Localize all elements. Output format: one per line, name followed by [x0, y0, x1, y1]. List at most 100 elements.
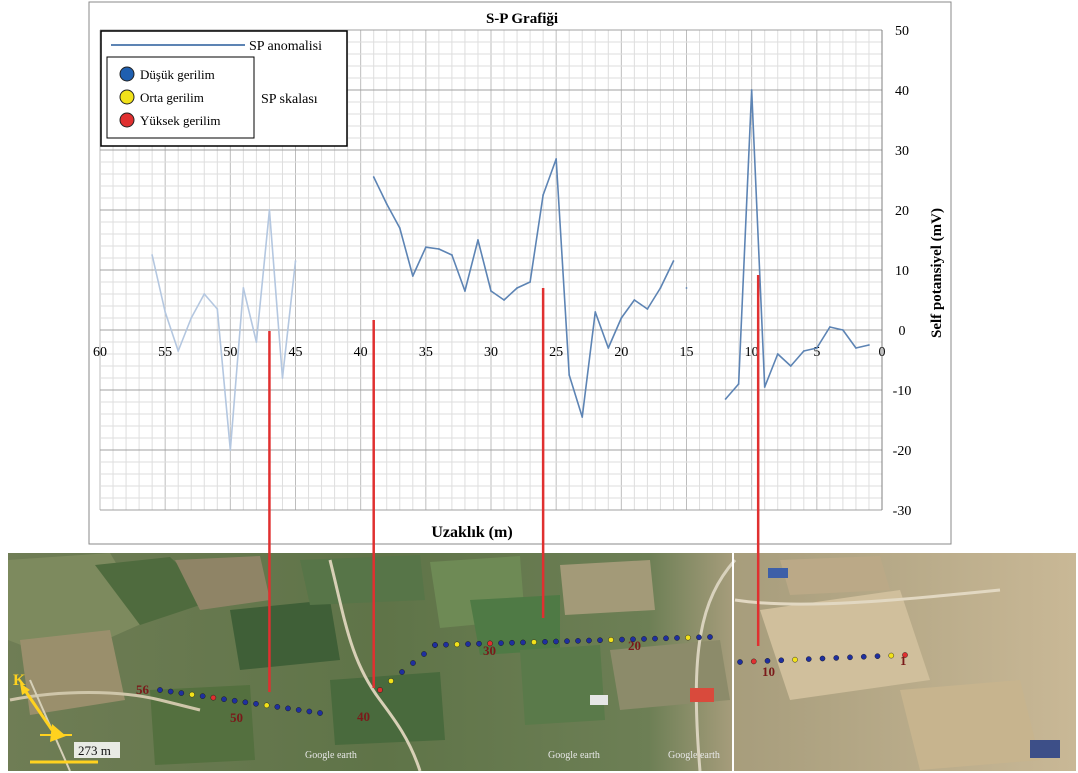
data-point: [555, 158, 558, 160]
map-building: [768, 568, 788, 578]
y-tick-label: 30: [895, 144, 909, 159]
legend-line-label: SP anomalisi: [249, 39, 322, 54]
map-field: [20, 630, 125, 715]
legend-label-low: Düşük gerilim: [140, 67, 215, 82]
data-point: [164, 311, 167, 313]
station-dot: [792, 656, 798, 663]
sp-series-line: [151, 209, 297, 451]
data-point: [542, 194, 545, 196]
legend: SP anomalisi Düşük gerilim Orta gerilim …: [100, 30, 348, 147]
legend-label-high: Yüksek gerilim: [140, 113, 221, 128]
station-dot: [874, 653, 881, 659]
station-dot: [685, 634, 691, 641]
station-dot: [707, 634, 713, 640]
x-tick-label: 20: [614, 345, 628, 360]
data-point: [737, 383, 740, 385]
x-tick-label: 5: [813, 345, 820, 360]
station-dot: [553, 638, 559, 645]
x-axis-label: Uzaklık (m): [431, 524, 512, 541]
x-tick-labels: 60 55 50 45 40 35 30 25 20 15 10 5 0: [93, 345, 886, 360]
x-tick-label: 10: [745, 345, 759, 360]
station-dot: [199, 693, 206, 699]
data-point: [411, 275, 414, 277]
station-dot: [509, 639, 515, 646]
data-point: [385, 203, 388, 205]
map-field: [175, 556, 270, 610]
data-point: [672, 260, 675, 262]
data-point: [802, 350, 805, 352]
station-dot: [263, 702, 270, 709]
station-dot: [619, 636, 625, 643]
x-tick-label: 30: [484, 345, 498, 360]
legend-dot-high: [119, 112, 135, 128]
y-tick-label: -20: [893, 444, 912, 459]
data-point: [190, 317, 193, 319]
data-point: [529, 281, 531, 283]
data-point: [503, 299, 505, 301]
station-dot: [737, 659, 743, 665]
station-dot: [819, 655, 826, 662]
station-label: 50: [230, 710, 243, 725]
station-label: 40: [357, 709, 370, 724]
data-point: [464, 290, 466, 292]
station-dot: [902, 652, 908, 658]
data-point: [828, 326, 831, 328]
map-field: [470, 595, 560, 655]
station-dot: [274, 704, 281, 710]
data-point: [490, 290, 492, 292]
station-dot: [750, 658, 757, 665]
map-field: [520, 645, 605, 725]
data-point: [581, 416, 584, 418]
station-label: 20: [628, 638, 641, 653]
station-dot: [432, 642, 438, 648]
map-field: [300, 555, 425, 605]
data-point: [620, 317, 623, 319]
y-tick-label: 20: [895, 204, 909, 219]
map-watermark: Google earth: [668, 750, 720, 761]
north-label: K: [13, 672, 26, 689]
data-point: [855, 347, 857, 349]
data-point: [229, 449, 232, 451]
chart-title: S-P Grafiği: [486, 11, 558, 27]
data-series: [151, 89, 870, 451]
satellite-map: [8, 553, 1076, 771]
map-scale-bar: 273 m: [30, 742, 120, 764]
map-building: [590, 695, 608, 705]
station-dot: [157, 687, 163, 693]
station-dot: [377, 687, 383, 693]
map-watermark: Google earth: [305, 750, 357, 761]
station-dot: [167, 688, 174, 695]
data-point: [607, 347, 610, 349]
station-dot: [778, 657, 785, 664]
station-dot: [189, 691, 195, 698]
data-point: [437, 248, 440, 250]
station-dot: [242, 699, 249, 706]
station-dot: [597, 637, 603, 644]
legend-dot-low: [119, 66, 135, 82]
data-point: [242, 287, 245, 289]
sp-series-line: [724, 89, 870, 400]
station-dot: [663, 635, 669, 642]
station-dot: [564, 638, 570, 644]
station-dot: [443, 641, 449, 648]
data-point: [268, 209, 271, 211]
map-field: [780, 556, 890, 595]
station-dot: [630, 636, 636, 643]
map-field: [230, 600, 340, 670]
data-point: [203, 293, 206, 295]
station-dot: [421, 651, 427, 657]
y-tick-label: 40: [895, 84, 909, 99]
north-arrow: K: [13, 672, 72, 742]
data-point: [724, 398, 727, 400]
station-dot: [210, 694, 217, 701]
map-building: [690, 688, 714, 702]
station-dot: [696, 634, 702, 641]
data-point: [842, 329, 844, 331]
station-dot: [833, 655, 840, 661]
data-point: [398, 227, 401, 229]
data-point: [868, 344, 870, 346]
data-point: [633, 299, 636, 301]
legend-dot-mid: [119, 89, 135, 105]
station-label: 1: [900, 653, 907, 668]
data-point: [685, 287, 688, 289]
